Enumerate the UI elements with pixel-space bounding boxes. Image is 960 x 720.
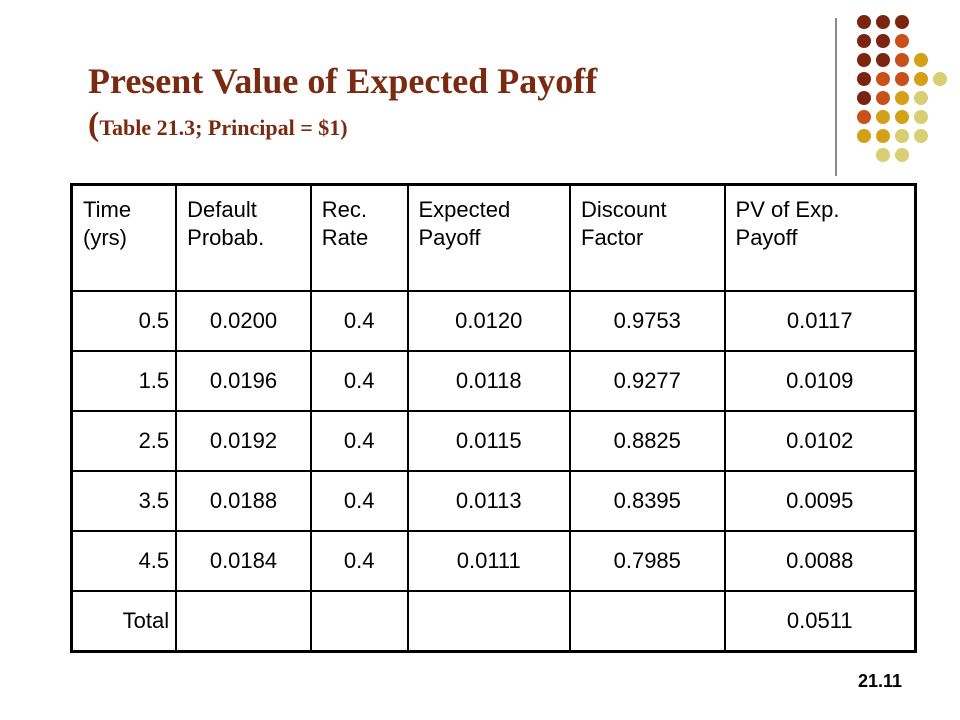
table-total-row: Total 0.0511	[70, 590, 917, 653]
cell-recovery-rate: 0.4	[309, 470, 409, 532]
cell-pv-expected-payoff: 0.0102	[723, 410, 917, 472]
slide-number: 21.11	[857, 671, 902, 691]
table-row: 3.5 0.0188 0.4 0.0113 0.8395 0.0095	[70, 470, 917, 532]
decorative-dot	[876, 91, 890, 105]
decorative-dot	[876, 53, 890, 67]
cell-discount-factor: 0.9277	[569, 350, 726, 412]
expected-payoff-table: Time (yrs) Default Probab. Rec. Rate Expect…	[70, 183, 917, 653]
decorative-dot	[895, 91, 909, 105]
cell-expected-payoff: 0.0113	[406, 470, 571, 532]
header-expected-payoff: Expected Payoff	[406, 183, 571, 292]
cell-default-probability: 0.0196	[175, 350, 312, 412]
cell-empty	[309, 590, 409, 653]
cell-expected-payoff: 0.0111	[406, 530, 571, 592]
cell-discount-factor: 0.7985	[569, 530, 726, 592]
decorative-dot	[895, 110, 909, 124]
decorative-dot	[876, 15, 890, 29]
cell-total-label: Total	[70, 590, 178, 653]
cell-recovery-rate: 0.4	[309, 350, 409, 412]
cell-default-probability: 0.0188	[175, 470, 312, 532]
cell-expected-payoff: 0.0115	[406, 410, 571, 472]
table-row: 4.5 0.0184 0.4 0.0111 0.7985 0.0088	[70, 530, 917, 592]
cell-default-probability: 0.0200	[175, 290, 312, 352]
table-header-row: Time (yrs) Default Probab. Rec. Rate Expect…	[70, 183, 917, 292]
decorative-dot	[876, 72, 890, 86]
cell-recovery-rate: 0.4	[309, 410, 409, 472]
decorative-dot-grid	[857, 15, 947, 162]
cell-empty	[406, 590, 571, 653]
cell-time: 4.5	[70, 530, 178, 592]
header-pv-expected-payoff: PV of Exp. Payoff	[723, 183, 917, 292]
cell-expected-payoff: 0.0120	[406, 290, 571, 352]
cell-time: 1.5	[70, 350, 178, 412]
decorative-dot	[857, 53, 871, 67]
decorative-dot	[914, 91, 928, 105]
slide-title: Present Value of Expected Payoff (Table …	[88, 60, 808, 146]
cell-default-probability: 0.0192	[175, 410, 312, 472]
decorative-dot	[914, 129, 928, 143]
cell-pv-expected-payoff: 0.0095	[723, 470, 917, 532]
cell-expected-payoff: 0.0118	[406, 350, 571, 412]
decorative-dot	[876, 110, 890, 124]
cell-discount-factor: 0.9753	[569, 290, 726, 352]
decorative-dot	[914, 110, 928, 124]
cell-empty	[569, 590, 726, 653]
cell-total-pv: 0.0511	[723, 590, 917, 653]
decorative-dot	[914, 72, 928, 86]
cell-default-probability: 0.0184	[175, 530, 312, 592]
cell-empty	[175, 590, 312, 653]
subtitle-line: (Table 21.3; Principal = $1)	[88, 105, 808, 146]
decorative-dot	[857, 72, 871, 86]
table-row: 0.5 0.0200 0.4 0.0120 0.9753 0.0117	[70, 290, 917, 352]
cell-time: 2.5	[70, 410, 178, 472]
decorative-dot	[876, 34, 890, 48]
decorative-dot	[914, 53, 928, 67]
cell-recovery-rate: 0.4	[309, 530, 409, 592]
decorative-dot	[876, 129, 890, 143]
header-time: Time (yrs)	[70, 183, 178, 292]
decorative-dot	[895, 53, 909, 67]
decorative-dot	[857, 34, 871, 48]
decorative-dot	[876, 148, 890, 162]
table-row: 1.5 0.0196 0.4 0.0118 0.9277 0.0109	[70, 350, 917, 412]
decorative-dot	[895, 148, 909, 162]
decorative-dot	[857, 110, 871, 124]
decorative-dot	[895, 15, 909, 29]
decorative-dot	[895, 129, 909, 143]
decorative-dot	[857, 91, 871, 105]
cell-time: 3.5	[70, 470, 178, 532]
cell-recovery-rate: 0.4	[309, 290, 409, 352]
cell-time: 0.5	[70, 290, 178, 352]
decorative-dot	[857, 129, 871, 143]
decorative-dot	[933, 72, 947, 86]
subtitle-paren: (	[88, 106, 100, 144]
cell-pv-expected-payoff: 0.0088	[723, 530, 917, 592]
decorative-dot	[857, 15, 871, 29]
decorative-divider	[835, 18, 837, 176]
decorative-dot	[895, 72, 909, 86]
subtitle-text: Table 21.3; Principal = $1)	[99, 115, 348, 141]
decorative-dot	[895, 34, 909, 48]
cell-pv-expected-payoff: 0.0117	[723, 290, 917, 352]
cell-discount-factor: 0.8825	[569, 410, 726, 472]
header-recovery-rate: Rec. Rate	[309, 183, 409, 292]
title-text: Present Value of Expected Payoff	[88, 61, 598, 101]
header-default-probability: Default Probab.	[175, 183, 312, 292]
cell-pv-expected-payoff: 0.0109	[723, 350, 917, 412]
cell-discount-factor: 0.8395	[569, 470, 726, 532]
table-row: 2.5 0.0192 0.4 0.0115 0.8825 0.0102	[70, 410, 917, 472]
header-discount-factor: Discount Factor	[569, 183, 726, 292]
